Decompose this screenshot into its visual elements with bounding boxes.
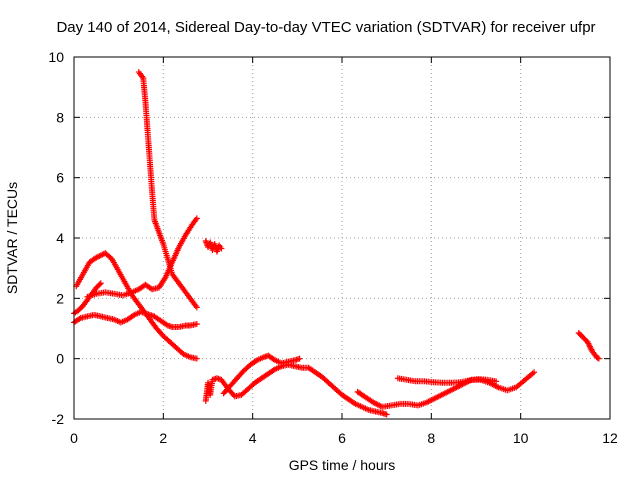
series-arc-3 <box>71 308 200 330</box>
data-point-plus <box>270 356 277 363</box>
y-tick-label: 10 <box>48 49 64 65</box>
data-point-plus <box>252 358 259 365</box>
data-point-plus <box>96 281 103 288</box>
x-tick-label: 0 <box>70 430 78 446</box>
y-tick-label: 2 <box>56 290 64 306</box>
plot-frame <box>73 56 611 420</box>
x-axis-label: GPS time / hours <box>289 457 396 473</box>
data-point-plus <box>594 354 601 361</box>
series-arc-10 <box>394 375 500 386</box>
x-tick-label: 6 <box>338 430 346 446</box>
y-tick-label: 6 <box>56 170 64 186</box>
data-point-plus <box>270 367 277 374</box>
data-point-plus <box>193 215 200 222</box>
data-point-plus <box>129 312 136 319</box>
series-arc-7 <box>202 361 390 418</box>
series-arc-11 <box>575 330 602 362</box>
data-point-plus <box>193 304 200 311</box>
y-tick-label: 8 <box>56 109 64 125</box>
data-point-plus <box>595 355 602 362</box>
y-tick-label: -2 <box>52 411 65 427</box>
x-tick-label: 10 <box>513 430 529 446</box>
data-point-plus <box>193 320 200 327</box>
series-arc-8 <box>220 352 303 397</box>
y-tick-label: 0 <box>56 351 64 367</box>
y-axis-label: SDTVAR / TECUs <box>4 182 20 294</box>
data-point-plus <box>531 369 538 376</box>
series-layer <box>71 69 602 418</box>
series-arc-9 <box>354 369 538 410</box>
data-point-plus <box>179 349 186 356</box>
data-point-plus <box>383 411 390 418</box>
series-arc-6 <box>202 238 225 255</box>
data-point-plus <box>296 355 303 362</box>
data-point-plus <box>351 400 358 407</box>
x-tick-label: 4 <box>249 430 257 446</box>
data-point-plus <box>76 315 83 322</box>
series-arc-5 <box>84 215 200 300</box>
x-tick-label: 8 <box>427 430 435 446</box>
grid-layer <box>74 57 610 419</box>
data-point-plus <box>193 355 200 362</box>
data-point-plus <box>97 280 104 287</box>
x-tick-label: 2 <box>159 430 167 446</box>
series-arc-2 <box>73 250 200 362</box>
data-point-plus <box>493 378 500 385</box>
y-tick-label: 4 <box>56 230 64 246</box>
x-tick-label: 12 <box>602 430 618 446</box>
tick-layer: 0 2 4 6 8 10 12 -2 0 2 4 6 8 10 <box>48 49 618 446</box>
chart-title: Day 140 of 2014, Sidereal Day-to-day VTE… <box>56 19 595 36</box>
data-point-plus <box>218 245 225 252</box>
